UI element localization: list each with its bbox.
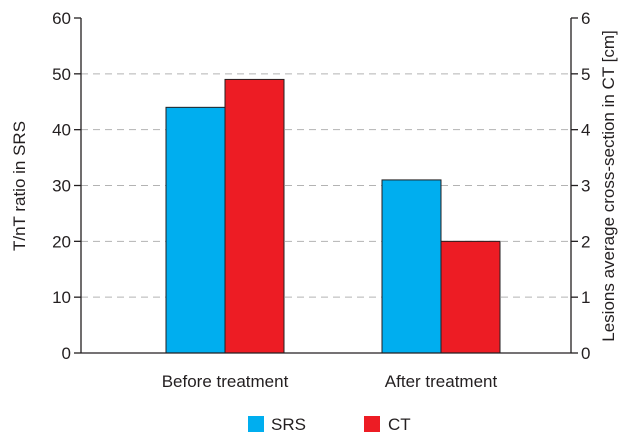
bars	[165, 78, 501, 354]
left-tick-label-60: 60	[52, 9, 71, 28]
right-tick-label-1: 1	[581, 288, 590, 307]
left-tick-label-50: 50	[52, 65, 71, 84]
category-label-2: After treatment	[385, 372, 498, 391]
category-labels: Before treatment After treatment	[162, 372, 498, 391]
left-tick-label-40: 40	[52, 121, 71, 140]
right-axis-ticks: 0 1 2 3 4 5 6	[571, 9, 590, 363]
y-axis-label-left: T/nT ratio in SRS	[10, 121, 29, 251]
bar-srs-1	[165, 106, 226, 354]
right-tick-label-5: 5	[581, 65, 590, 84]
bar-srs-2	[381, 179, 442, 354]
legend-swatch-srs	[248, 416, 264, 432]
legend-label-ct: CT	[388, 415, 411, 434]
legend-swatch-ct	[364, 416, 380, 432]
right-tick-label-4: 4	[581, 121, 590, 140]
right-tick-label-6: 6	[581, 9, 590, 28]
left-tick-label-10: 10	[52, 288, 71, 307]
left-tick-label-30: 30	[52, 177, 71, 196]
bar-ct-1	[224, 78, 285, 354]
left-tick-label-20: 20	[52, 232, 71, 251]
right-tick-label-3: 3	[581, 177, 590, 196]
left-axis-ticks: 0 10 20 30 40 50 60	[52, 9, 81, 363]
legend-label-srs: SRS	[271, 415, 306, 434]
left-tick-label-0: 0	[62, 344, 71, 363]
category-label-1: Before treatment	[162, 372, 289, 391]
right-tick-label-2: 2	[581, 232, 590, 251]
bar-ct-2	[440, 240, 501, 354]
right-tick-label-0: 0	[581, 344, 590, 363]
legend: SRS CT	[248, 415, 411, 434]
y-axis-label-right: Lesions average cross-section in CT [cm]	[599, 30, 618, 341]
